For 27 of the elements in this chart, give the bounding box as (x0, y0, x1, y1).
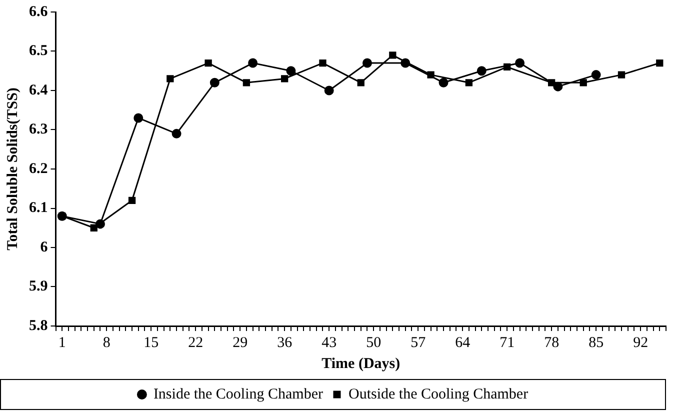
legend-label: Outside the Cooling Chamber (348, 386, 528, 402)
x-tick-label: 85 (588, 334, 604, 351)
x-tick-label: 15 (144, 334, 159, 351)
y-tick-label: 6.5 (29, 43, 48, 60)
y-tick-label: 6.2 (29, 160, 48, 177)
y-tick-label: 6 (40, 239, 48, 256)
y-tick-label: 6.3 (29, 122, 48, 138)
x-tick-label: 64 (455, 334, 471, 351)
x-tick-label: 29 (232, 334, 248, 351)
y-tick-label: 6.4 (29, 82, 48, 98)
y-tick-label: 6.6 (29, 4, 48, 20)
y-tick-label: 6.1 (29, 200, 48, 216)
x-tick-label: 36 (277, 334, 293, 351)
x-tick-label: 78 (544, 334, 560, 351)
x-tick-label: 22 (188, 334, 204, 351)
y-tick-label: 5.9 (29, 278, 48, 295)
x-tick-label: 50 (366, 334, 382, 351)
x-tick-label: 92 (633, 334, 648, 351)
x-tick-label: 8 (102, 334, 110, 351)
x-tick-label: 71 (500, 334, 515, 351)
x-tick-label: 1 (58, 334, 66, 351)
x-tick-label: 57 (410, 334, 426, 351)
x-axis-title: Time (Days) (322, 356, 400, 372)
x-tick-label: 43 (322, 334, 337, 351)
legend-label: Inside the Cooling Chamber (153, 386, 324, 402)
y-axis-title: Total Soluble Solids(TSS) (4, 88, 21, 250)
y-tick-label: 5.8 (29, 318, 48, 334)
